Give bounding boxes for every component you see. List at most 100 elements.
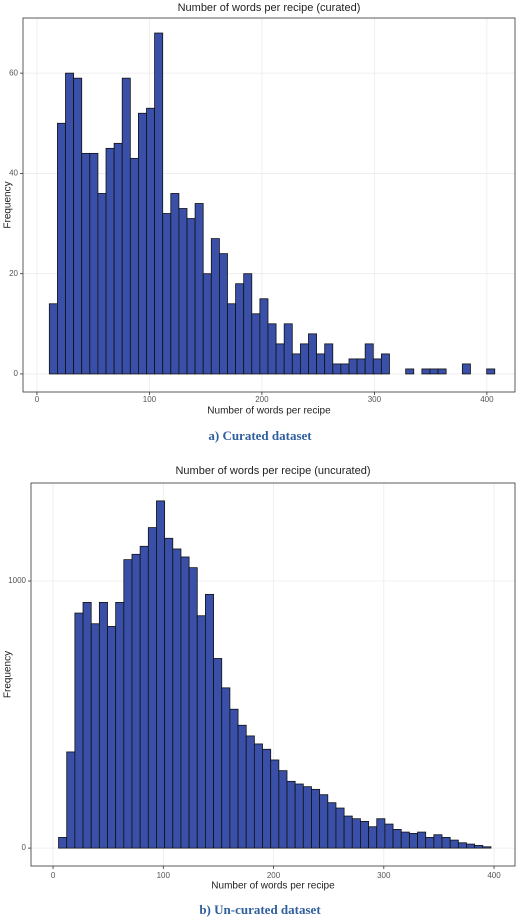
- x-axis-label: Number of words per recipe: [207, 406, 331, 417]
- bar: [170, 193, 180, 375]
- x-tick-label: 400: [480, 395, 494, 404]
- bar: [113, 142, 123, 375]
- x-tick-label: 0: [51, 871, 56, 880]
- bar: [372, 358, 382, 375]
- x-tick-label: 300: [368, 395, 382, 404]
- y-tick-label: 0: [22, 843, 27, 852]
- bar: [221, 687, 231, 849]
- bar: [180, 556, 190, 849]
- bar: [392, 829, 402, 849]
- bar: [131, 553, 141, 849]
- bar: [57, 122, 66, 375]
- bar: [205, 593, 214, 849]
- bar: [380, 353, 390, 375]
- panel-border: [30, 482, 516, 867]
- bar: [178, 208, 188, 375]
- bar: [245, 735, 255, 849]
- bar: [405, 368, 415, 375]
- bar: [65, 72, 75, 375]
- bar: [89, 152, 99, 375]
- bar: [146, 107, 156, 375]
- chart-title: Number of words per recipe (curated): [178, 2, 361, 14]
- bar: [202, 273, 212, 375]
- bar: [97, 193, 107, 375]
- x-tick-label: 100: [157, 871, 171, 880]
- bar: [486, 368, 496, 375]
- bar: [235, 283, 245, 375]
- bar: [421, 368, 431, 375]
- bar: [243, 273, 253, 375]
- bar: [139, 545, 149, 849]
- bar: [294, 783, 304, 849]
- bar: [186, 218, 196, 375]
- bar: [253, 743, 263, 849]
- bar: [237, 724, 247, 849]
- bar: [121, 77, 131, 375]
- bar: [343, 815, 353, 849]
- bar: [332, 363, 342, 375]
- bar: [162, 213, 172, 375]
- bar: [105, 147, 115, 375]
- bar: [376, 818, 386, 849]
- bar: [218, 253, 228, 375]
- bar: [408, 833, 418, 849]
- bar: [461, 363, 471, 375]
- bar: [213, 658, 223, 849]
- bar: [364, 343, 374, 375]
- bar: [90, 623, 100, 849]
- bar: [82, 601, 92, 849]
- bar: [147, 527, 157, 849]
- bar: [267, 323, 277, 375]
- y-tick-label: 0: [14, 369, 19, 378]
- x-tick-label: 200: [255, 395, 269, 404]
- bar: [302, 786, 312, 849]
- bar: [229, 708, 239, 849]
- y-tick-label: 1000: [8, 576, 26, 585]
- x-tick-label: 200: [267, 871, 281, 880]
- bar: [259, 298, 269, 375]
- x-tick-label: 400: [487, 871, 501, 880]
- bar: [172, 548, 182, 849]
- x-axis-label: Number of words per recipe: [211, 881, 335, 892]
- bar: [308, 333, 317, 375]
- bar: [262, 748, 272, 849]
- bar: [270, 759, 280, 849]
- bar: [327, 802, 337, 849]
- bar: [194, 203, 204, 375]
- bar: [154, 32, 164, 375]
- y-tick-label: 20: [9, 269, 18, 278]
- bar: [299, 343, 309, 375]
- bar: [433, 834, 443, 849]
- bar: [98, 601, 108, 849]
- y-axis-label: Frequency: [3, 181, 14, 228]
- bar: [115, 601, 125, 849]
- bar: [58, 837, 68, 849]
- x-tick-label: 0: [35, 395, 40, 404]
- panel-border: [22, 17, 516, 393]
- bar: [417, 831, 427, 849]
- bar: [340, 363, 350, 375]
- bar: [123, 559, 133, 849]
- bar: [164, 537, 174, 849]
- y-tick-label: 40: [9, 169, 18, 178]
- y-tick-label: 60: [9, 68, 18, 77]
- caption: a) Curated dataset: [208, 428, 312, 443]
- bar: [291, 353, 301, 375]
- bar: [81, 152, 91, 375]
- bar: [348, 358, 358, 375]
- bar: [400, 831, 410, 849]
- bar: [441, 837, 451, 849]
- bar: [196, 615, 206, 849]
- bar: [311, 788, 321, 849]
- bar: [466, 843, 476, 849]
- bar: [360, 820, 369, 849]
- bar: [107, 626, 117, 849]
- bar: [449, 839, 459, 849]
- x-tick-label: 300: [377, 871, 391, 880]
- bar: [283, 323, 293, 375]
- bar: [335, 807, 345, 849]
- bar: [324, 343, 334, 375]
- bar: [425, 837, 435, 849]
- bar: [188, 567, 198, 849]
